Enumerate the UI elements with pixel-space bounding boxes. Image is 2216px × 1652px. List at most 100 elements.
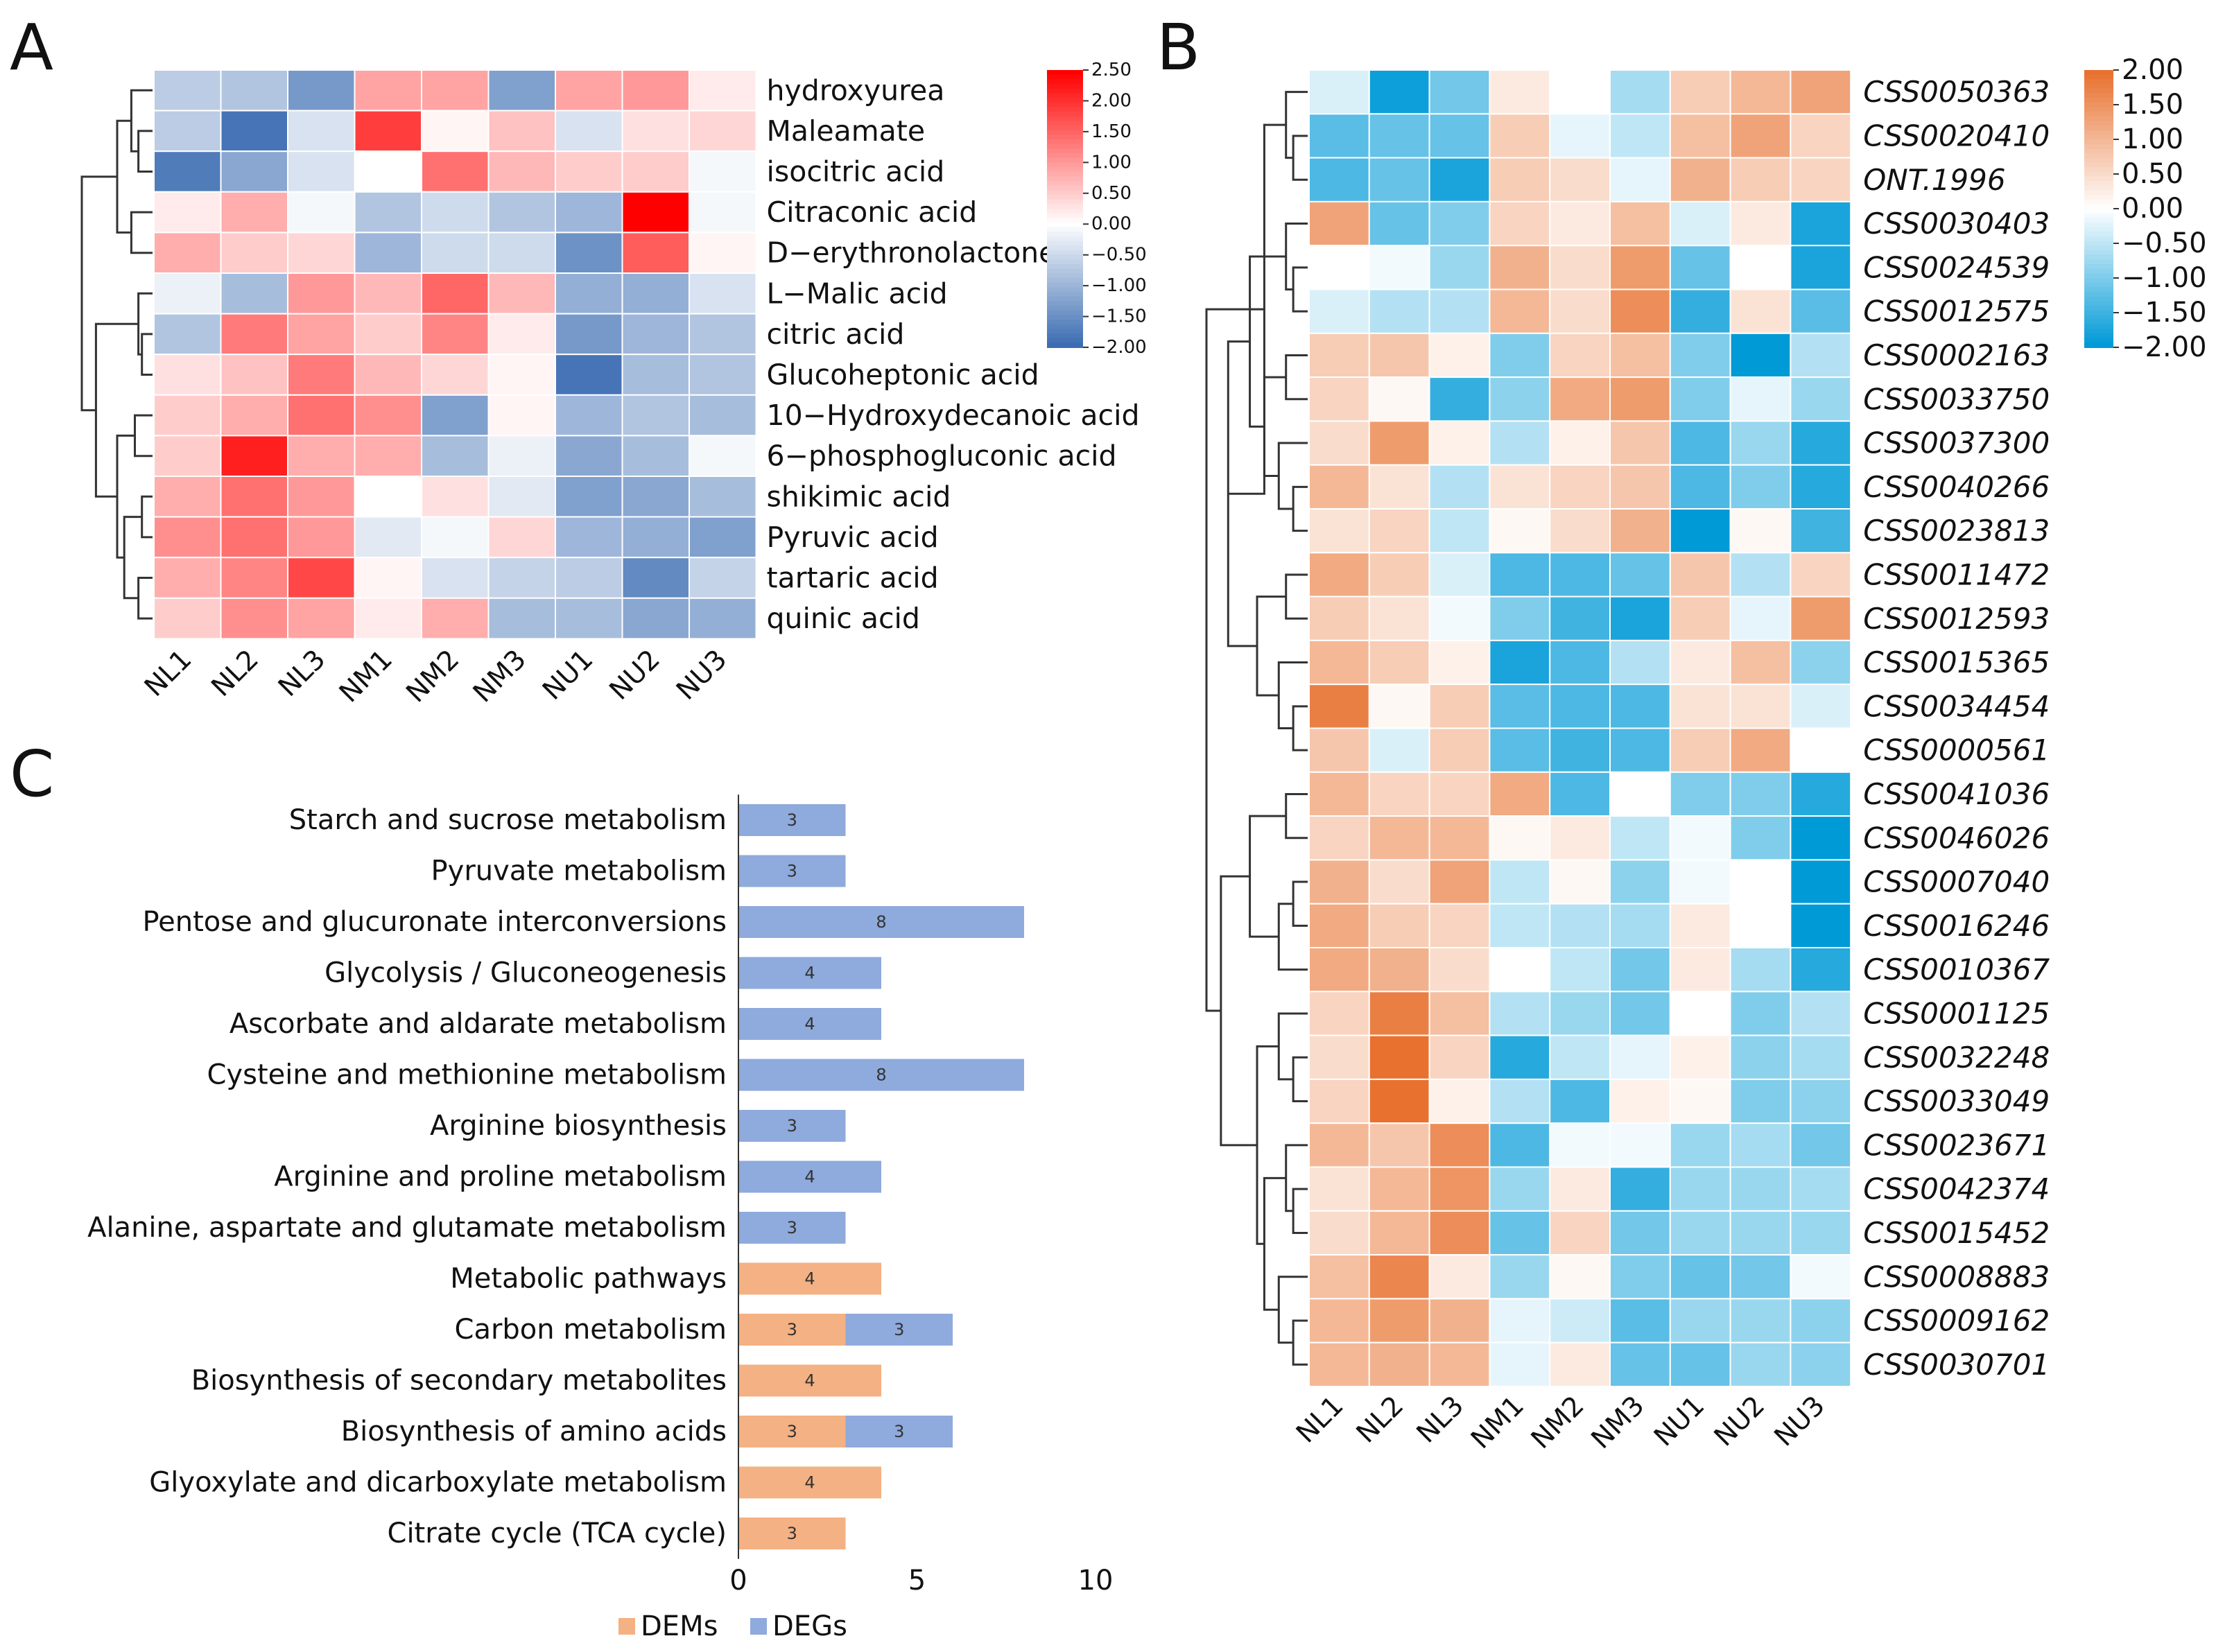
b-dendrogram-branch: [1285, 792, 1308, 840]
b-heatmap-cell: [1368, 420, 1430, 466]
a-dendrogram-branch: [116, 119, 132, 234]
a-heatmap-cell: [421, 272, 490, 315]
b-heatmap-cell: [1489, 69, 1551, 115]
a-legend-gradient-step: [1047, 250, 1083, 256]
b-heatmap-cell: [1669, 245, 1731, 290]
b-heatmap-cell: [1729, 464, 1792, 510]
c-category-label: Glycolysis / Gluconeogenesis: [324, 957, 727, 989]
b-heatmap-cell: [1428, 684, 1491, 729]
a-heatmap-cell: [555, 69, 623, 112]
c-category-label: Alanine, aspartate and glutamate metabol…: [87, 1212, 727, 1244]
b-heatmap-cell: [1368, 1254, 1430, 1300]
c-category-label: Citrate cycle (TCA cycle): [388, 1518, 727, 1549]
b-heatmap-cell: [1669, 420, 1731, 466]
a-column-label: NM3: [467, 644, 533, 709]
b-heatmap-cell: [1790, 639, 1852, 686]
a-legend-gradient-step: [1047, 157, 1083, 164]
b-heatmap-cell: [1790, 1034, 1852, 1080]
b-heatmap-cell: [1489, 1078, 1551, 1124]
b-heatmap-cell: [1549, 815, 1611, 861]
b-legend-gradient-step: [2084, 70, 2113, 76]
b-heatmap-cell: [1669, 727, 1731, 773]
a-legend-gradient-step: [1047, 236, 1083, 242]
b-legend-gradient-step: [2084, 250, 2113, 256]
b-heatmap-cell: [1489, 947, 1551, 993]
b-heatmap-cell: [1549, 1210, 1611, 1256]
c-bar-value-label: 4: [804, 1014, 815, 1034]
b-legend-gradient-step: [2084, 190, 2113, 195]
a-heatmap-cell: [689, 110, 757, 153]
c-bar-dems: [738, 1466, 881, 1499]
panel-a-color-legend: 2.50 2.00 1.50 1.00 0.50 0.00 −0.50 −1.00 −1.50 −…: [1047, 60, 1147, 358]
b-heatmap-cell: [1790, 771, 1852, 817]
b-legend-gradient-step: [2084, 144, 2113, 150]
b-heatmap-cell: [1609, 991, 1671, 1036]
a-row-label: hydroxyurea: [767, 73, 945, 107]
b-heatmap-cell: [1729, 903, 1792, 948]
b-heatmap-cell: [1428, 552, 1491, 598]
b-heatmap-cell: [1790, 288, 1852, 334]
a-legend-gradient-step: [1047, 74, 1083, 80]
b-legend-gradient-step: [2084, 342, 2113, 348]
a-heatmap-cell: [555, 557, 623, 599]
a-heatmap-cell: [287, 394, 356, 437]
c-category-label: Metabolic pathways: [450, 1263, 727, 1295]
a-legend-gradient-step: [1047, 301, 1083, 306]
b-row-label: CSS0041036: [1863, 777, 2050, 811]
b-heatmap-cell: [1669, 69, 1731, 115]
a-column-label: NM1: [334, 644, 399, 709]
b-heatmap-cell: [1609, 947, 1671, 993]
b-legend-gradient-step: [2084, 139, 2113, 145]
b-heatmap-cell: [1729, 1254, 1792, 1300]
c-bar-dems: [738, 1416, 846, 1447]
b-row-label: CSS0007040: [1863, 865, 2050, 899]
b-heatmap-cell: [1549, 1078, 1611, 1124]
a-legend-gradient-step: [1047, 278, 1083, 284]
a-legend-gradient-step: [1047, 112, 1083, 117]
a-heatmap-cell: [689, 354, 757, 396]
b-heatmap-cell: [1609, 113, 1671, 159]
b-dendrogram-branch: [1292, 266, 1308, 313]
b-legend-gradient-step: [2084, 84, 2113, 89]
b-row-label: CSS0040266: [1863, 470, 2050, 504]
b-row-label: CSS0012575: [1863, 295, 2050, 329]
b-heatmap-cell: [1609, 639, 1671, 686]
panel-a-column-labels: NL1 NL2 NL3 NM1 NM2 NM3 NU1 NU2 NU3: [139, 644, 733, 709]
b-heatmap-cell: [1669, 288, 1731, 334]
a-legend-gradient-step: [1047, 310, 1083, 316]
b-heatmap-cell: [1549, 684, 1611, 729]
a-heatmap-cell: [354, 69, 422, 112]
a-heatmap-cell: [689, 435, 757, 478]
b-heatmap-cell: [1669, 639, 1731, 686]
panel-b-heatmap: CSS0050363 CSS0020410 ONT.1996 CSS0030403 CS…: [1205, 54, 2207, 1455]
b-heatmap-cell: [1489, 991, 1551, 1036]
b-legend-gradient-step: [2084, 259, 2113, 265]
b-heatmap-cell: [1729, 1298, 1792, 1344]
a-heatmap-cell: [555, 476, 623, 518]
b-legend-gradient-step: [2084, 310, 2113, 316]
a-legend-gradient-step: [1047, 185, 1083, 191]
b-heatmap-cell: [1669, 1298, 1731, 1344]
b-heatmap-cell: [1549, 508, 1611, 554]
a-legend-gradient-step: [1047, 84, 1083, 89]
b-legend-gradient-step: [2084, 338, 2113, 344]
b-row-label: CSS0024539: [1863, 250, 2050, 284]
a-legend-gradient-step: [1047, 342, 1083, 348]
a-row-label: citric acid: [767, 318, 905, 351]
a-heatmap-cell: [621, 476, 690, 518]
b-heatmap-cell: [1368, 288, 1430, 334]
b-legend-tick-label: 0.50: [2122, 158, 2183, 190]
b-heatmap-cell: [1428, 1122, 1491, 1168]
b-row-label: ONT.1996: [1863, 163, 2005, 197]
c-category-label: Cysteine and methionine metabolism: [207, 1059, 727, 1091]
a-heatmap-cell: [689, 476, 757, 518]
b-legend-gradient-step: [2084, 236, 2113, 242]
a-heatmap-cell: [354, 232, 422, 274]
c-bar-degs: [845, 1314, 953, 1346]
b-heatmap-cell: [1368, 245, 1430, 290]
b-legend-tick-label: 1.50: [2122, 89, 2183, 121]
a-heatmap-cell: [689, 557, 757, 599]
b-heatmap-cell: [1428, 639, 1491, 686]
b-heatmap-cell: [1790, 1298, 1852, 1344]
a-dendrogram-branch: [130, 211, 153, 254]
